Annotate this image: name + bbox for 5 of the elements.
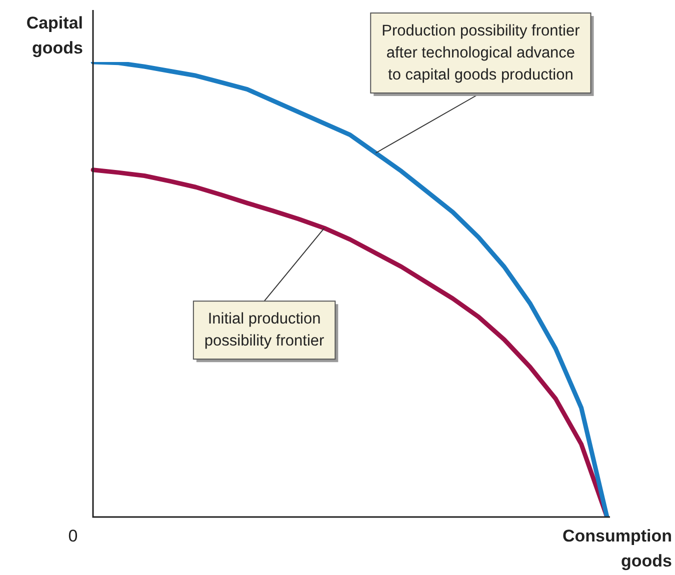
y-axis-title: Capital goods xyxy=(26,14,83,58)
annotation: Initial production possibility frontier xyxy=(204,310,324,350)
x-axis-title: Consumption goods xyxy=(562,526,672,571)
text: 0 xyxy=(68,526,78,546)
annotation: Production possibility frontier after technological advance to capital goods production xyxy=(382,22,580,84)
